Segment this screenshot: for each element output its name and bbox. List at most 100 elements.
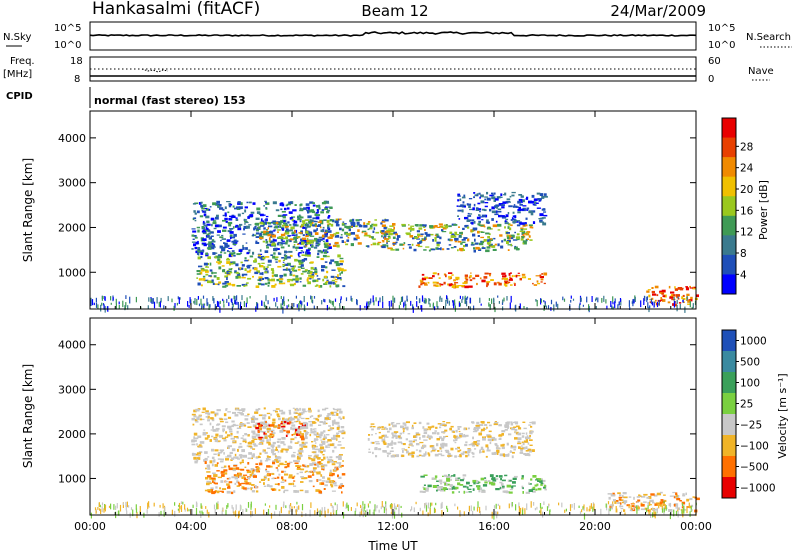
ground-scatter-cell [313,296,316,299]
echo-cell [254,223,259,225]
ground-scatter-cell [676,299,678,304]
y-tick-label: 3000 [58,177,86,190]
echo-cell [265,256,270,258]
echo-cell [311,458,316,462]
echo-cell [466,481,470,485]
ground-scatter-cell [115,298,117,304]
ground-scatter-cell [179,297,181,300]
echo-cell [651,287,654,289]
ground-scatter-cell [643,298,645,305]
ground-scatter-cell [221,507,224,511]
echo-cell [300,417,305,420]
echo-cell [325,417,329,420]
colorbar-segment [722,435,736,457]
ground-scatter-cell [213,504,216,510]
ground-scatter-cell [640,300,642,308]
echo-cell [412,237,415,240]
echo-cell [229,430,233,433]
echo-cell [277,222,282,225]
echo-cell [259,459,263,463]
echo-cell [445,483,450,486]
echo-cell [368,448,371,451]
echo-cell [325,480,330,483]
echo-cell [448,244,452,246]
echo-cell [672,303,676,306]
echo-cell [497,208,502,211]
echo-cell [218,452,222,454]
ground-scatter-cell [390,511,392,514]
echo-cell [324,207,329,210]
echo-cell [449,231,453,234]
echo-cell [225,458,228,461]
ground-scatter-cell [690,505,692,512]
ground-scatter-cell [470,505,472,512]
ground-scatter-cell [263,509,265,515]
echo-cell [497,447,501,450]
echo-cell [420,280,424,283]
echo-cell [219,245,224,249]
echo-cell [277,265,282,268]
echo-cell [646,496,650,499]
echo-cell [341,271,343,274]
ground-scatter-cell [202,295,205,299]
ground-scatter-cell [251,511,253,517]
echo-cell [251,418,255,421]
echo-cell [301,411,305,414]
echo-cell [450,425,454,428]
echo-cell [307,410,311,412]
echo-cell [514,437,518,440]
ground-scatter-cell [206,298,208,305]
ground-scatter-cell [367,301,369,304]
echo-cell [330,259,335,262]
ground-scatter-cell [235,504,237,510]
echo-cell [307,210,312,213]
echo-cell [239,224,241,228]
echo-cell [265,233,269,236]
ground-scatter-cell [579,304,581,311]
echo-cell [522,491,524,494]
echo-cell [488,245,492,247]
echo-cell [302,220,306,223]
echo-cell [457,446,460,449]
echo-cell [458,430,461,433]
ground-scatter-cell [522,507,524,511]
echo-cell [286,422,291,425]
echo-cell [422,224,427,227]
echo-cell [495,210,498,214]
echo-cell [220,239,222,242]
echo-cell [256,470,259,472]
echo-cell [272,201,277,205]
ground-scatter-cell [234,299,236,305]
echo-cell [465,224,469,227]
echo-cell [268,279,271,282]
echo-cell [240,252,242,255]
echo-cell [241,408,246,411]
echo-cell [259,232,262,236]
echo-cell [474,429,478,432]
echo-cell [339,263,343,266]
echo-cell [640,503,645,507]
echo-cell [654,299,657,302]
echo-cell [620,502,622,505]
ground-scatter-cell [95,297,97,303]
echo-cell [609,505,613,508]
echo-cell [296,428,299,430]
echo-cell [668,509,673,512]
echo-cell [274,227,279,229]
echo-cell [494,243,497,246]
echo-cell [513,446,517,448]
echo-cell [305,227,308,229]
ground-scatter-cell [180,506,182,510]
echo-cell [308,456,311,459]
echo-cell [341,473,346,476]
echo-cell [416,238,421,240]
ground-scatter-cell [595,297,597,301]
ground-scatter-cell [617,304,619,310]
ground-scatter-cell [391,512,394,519]
echo-cell [246,225,250,229]
echo-cell [692,496,695,498]
echo-cell [484,214,488,218]
echo-cell [382,450,387,453]
echo-cell [285,434,288,437]
echo-cell [387,240,390,242]
